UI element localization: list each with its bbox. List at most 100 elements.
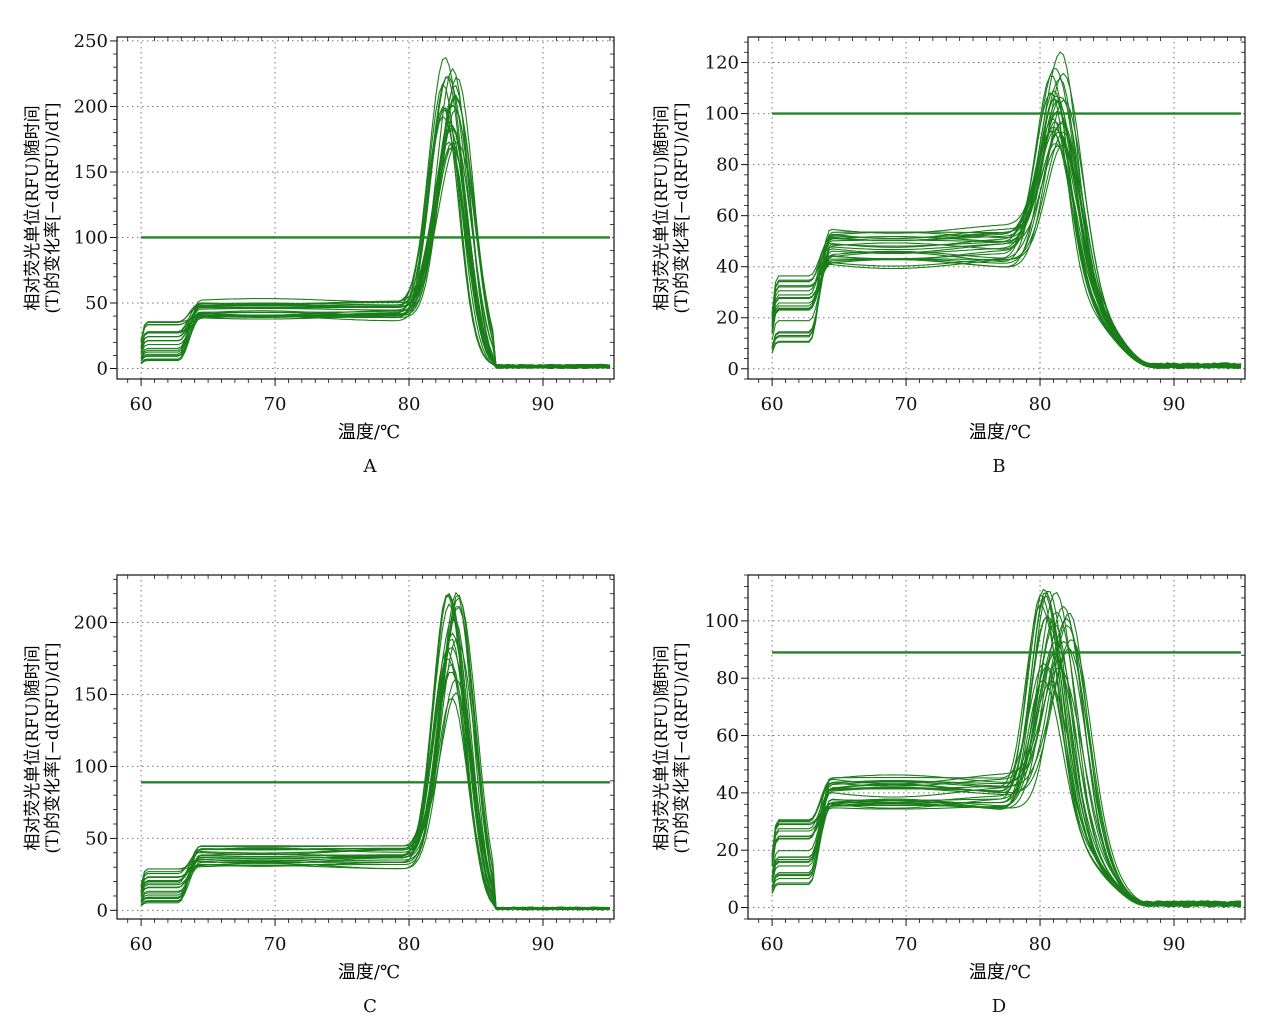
y-axis-label-line2-a: (T)的变化率[−d(RFU)/dT] xyxy=(43,102,63,313)
ticks-b: 60 70 80 90 0 20 40 60 80 100 120 xyxy=(705,37,1245,415)
melt-curve xyxy=(140,692,611,910)
x-axis-label-a: 温度/℃ xyxy=(338,422,400,443)
chart-b-svg: 60 70 80 90 0 20 40 60 80 100 120 温度/℃ 相对荧光单位(RFU)… xyxy=(652,36,1246,443)
plot-frame-c xyxy=(116,574,615,920)
melt-curve xyxy=(140,671,611,911)
x-tick-label: 80 xyxy=(398,394,421,415)
curves-a xyxy=(140,57,611,370)
melt-curve xyxy=(771,75,1242,368)
melt-curve xyxy=(140,592,611,909)
plot-frame-b xyxy=(747,36,1246,380)
y-tick-label: 80 xyxy=(716,155,739,176)
x-axis-label-c: 温度/℃ xyxy=(338,962,400,983)
melt-curve xyxy=(771,96,1242,367)
y-tick-label: 50 xyxy=(85,828,108,849)
grid-a xyxy=(117,37,614,379)
ticks-d: 60 70 80 90 0 20 40 60 80 100 xyxy=(705,574,1245,955)
melt-curve xyxy=(771,110,1242,367)
y-tick-label: 200 xyxy=(74,612,108,633)
curves-c xyxy=(140,592,611,911)
melt-curve xyxy=(140,127,610,367)
melt-curve xyxy=(771,78,1242,367)
y-tick-label: 100 xyxy=(74,227,108,248)
melt-curve xyxy=(140,650,611,910)
melt-curve xyxy=(140,76,611,368)
melt-curve xyxy=(771,592,1242,904)
melt-curve xyxy=(140,141,611,368)
melt-curve xyxy=(771,604,1242,905)
melt-curve xyxy=(771,72,1242,368)
melt-curve xyxy=(140,148,611,369)
y-tick-label: 120 xyxy=(705,53,739,74)
curves-b xyxy=(771,51,1242,370)
chart-panel-d: 60 70 80 90 0 20 40 60 80 100 温度/℃ 相对荧光单位(RFU)随时间… xyxy=(635,540,1270,1022)
y-axis-label-line1-a: 相对荧光单位(RFU)随时间 xyxy=(23,105,43,310)
y-axis-label-line2-c: (T)的变化率[−d(RFU)/dT] xyxy=(43,642,63,853)
curves-d xyxy=(771,588,1242,908)
x-tick-label: 60 xyxy=(130,934,153,955)
melt-curve xyxy=(771,594,1242,905)
melt-curve xyxy=(771,605,1242,904)
x-tick-label: 80 xyxy=(398,934,421,955)
melt-curve xyxy=(140,76,611,369)
y-tick-label: 100 xyxy=(705,104,739,125)
chart-panel-b: 60 70 80 90 0 20 40 60 80 100 120 温度/℃ 相对荧光单位(RFU)… xyxy=(635,0,1270,490)
plot-frame-d xyxy=(747,574,1246,920)
y-tick-label: 80 xyxy=(716,668,739,689)
y-axis-label-line2-b: (T)的变化率[−d(RFU)/dT] xyxy=(672,102,692,313)
y-axis-label-line1-d: 相对荧光单位(RFU)随时间 xyxy=(652,645,672,850)
x-tick-label: 60 xyxy=(130,394,153,415)
melt-curve xyxy=(771,623,1241,908)
panel-label-d: D xyxy=(991,996,1007,1017)
melt-curve xyxy=(140,104,611,369)
x-axis-label-d: 温度/℃ xyxy=(969,962,1031,983)
x-tick-label: 80 xyxy=(1029,394,1052,415)
melt-curve xyxy=(771,595,1241,905)
x-tick-label: 60 xyxy=(761,394,784,415)
melt-curve xyxy=(140,141,611,368)
melt-curve xyxy=(771,89,1242,367)
y-tick-label: 20 xyxy=(716,840,739,861)
x-tick-label: 70 xyxy=(264,934,287,955)
melt-curve xyxy=(140,77,611,368)
melt-curve xyxy=(140,141,611,367)
plot-frame-a xyxy=(116,36,615,380)
chart-c-svg: 60 70 80 90 0 50 100 150 200 温度/℃ 相对荧光单位(RFU)随时间… xyxy=(23,574,615,983)
melt-curve xyxy=(140,97,611,369)
ticks-c: 60 70 80 90 0 50 100 150 200 xyxy=(74,575,614,955)
x-tick-label: 70 xyxy=(264,394,287,415)
y-tick-label: 250 xyxy=(74,31,108,52)
y-tick-label: 40 xyxy=(716,783,739,804)
x-tick-label: 70 xyxy=(895,394,918,415)
x-tick-label: 90 xyxy=(1163,394,1186,415)
melt-curve xyxy=(771,639,1242,905)
melt-curve xyxy=(140,57,610,370)
y-axis-label-line1-c: 相对荧光单位(RFU)随时间 xyxy=(23,645,43,850)
x-tick-label: 60 xyxy=(761,934,784,955)
melt-curve xyxy=(771,615,1242,906)
melt-curve xyxy=(771,126,1242,367)
chart-panel-c: 60 70 80 90 0 50 100 150 200 温度/℃ 相对荧光单位(RFU)随时间… xyxy=(0,540,635,1022)
panel-label-a: A xyxy=(363,456,377,477)
chart-d-svg: 60 70 80 90 0 20 40 60 80 100 温度/℃ 相对荧光单位(RFU)随时间… xyxy=(652,574,1246,983)
y-tick-label: 0 xyxy=(728,359,739,380)
melt-curve xyxy=(771,616,1242,907)
melt-curve xyxy=(140,678,611,910)
melt-curve xyxy=(771,662,1242,907)
melt-curve xyxy=(771,641,1242,904)
y-axis-label-line1-b: 相对荧光单位(RFU)随时间 xyxy=(652,105,672,310)
melt-curve xyxy=(140,115,611,369)
y-tick-label: 20 xyxy=(716,308,739,329)
panel-label-c: C xyxy=(363,996,377,1017)
melt-curve xyxy=(140,594,611,911)
x-tick-label: 90 xyxy=(532,934,555,955)
y-tick-label: 150 xyxy=(74,162,108,183)
y-tick-label: 100 xyxy=(705,611,739,632)
x-tick-label: 90 xyxy=(532,394,555,415)
melt-curve xyxy=(771,118,1242,369)
melt-curve xyxy=(771,612,1242,906)
melt-curve xyxy=(140,128,611,369)
x-tick-label: 80 xyxy=(1029,934,1052,955)
y-tick-label: 150 xyxy=(74,684,108,705)
x-tick-label: 90 xyxy=(1163,934,1186,955)
